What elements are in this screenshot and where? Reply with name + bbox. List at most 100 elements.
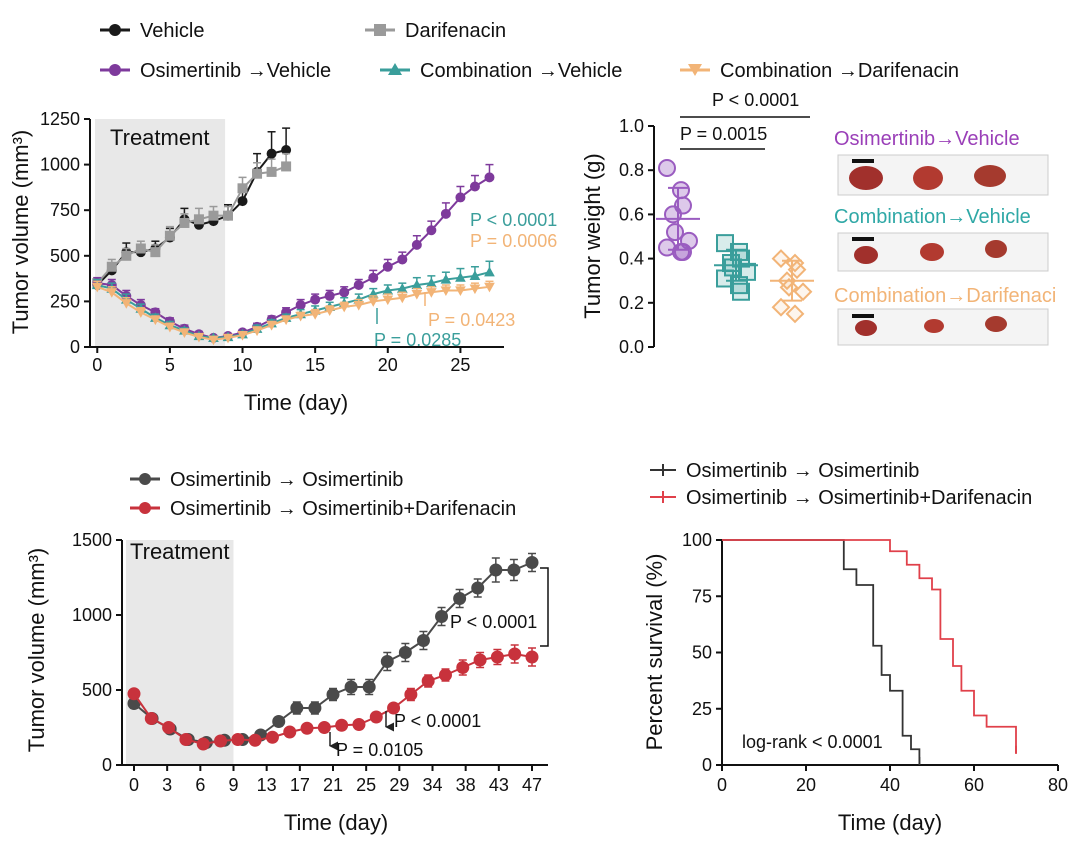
data-point: [266, 148, 277, 159]
data-point: [421, 674, 435, 688]
x-tick-label: 17: [290, 775, 310, 795]
x-tick-label: 10: [233, 355, 253, 375]
data-point: [309, 310, 321, 320]
data-point: [716, 269, 734, 288]
data-point: [280, 315, 292, 326]
data-point: [367, 297, 379, 307]
y-axis-title: Tumor volume (mm³): [8, 130, 33, 335]
y-tick-label: 1500: [72, 530, 112, 550]
axes: 0 500 1000 1500 0 3 6 9 13 17 21 25 29 34 38 43 47: [72, 530, 548, 795]
p-value-day19: P = 0.0285: [374, 330, 461, 350]
y-tick-label: 0: [102, 755, 112, 775]
data-point: [266, 166, 277, 177]
y-tick-label: 1000: [40, 155, 80, 175]
data-point: [455, 272, 466, 282]
y-tick-label: 500: [82, 680, 112, 700]
y-tick-label: 50: [692, 643, 712, 663]
treatment-label: Treatment: [130, 539, 229, 564]
data-point: [490, 650, 504, 664]
survival-curve: [722, 539, 921, 765]
data-point: [380, 655, 394, 668]
treatment-label: Treatment: [110, 125, 209, 150]
data-point: [469, 270, 481, 280]
x-tick-label: 60: [964, 775, 984, 795]
comparison-label-1: P < 0.0001: [712, 90, 799, 110]
data-point: [300, 721, 314, 735]
legend-label-darifenacin: Darifenacin: [405, 20, 506, 42]
data-point: [339, 287, 350, 298]
data-point: [150, 315, 161, 326]
legend-label-osimertinib-vehicle: Osimertinib →Vehicle: [140, 60, 331, 82]
x-tick-label: 20: [378, 355, 398, 375]
data-point: [208, 335, 219, 346]
data-point: [251, 326, 263, 337]
x-tick-label: 40: [880, 775, 900, 795]
data-point: [310, 294, 321, 305]
series-line: [96, 285, 490, 341]
data-point: [771, 297, 791, 317]
x-tick-label: 25: [356, 775, 376, 795]
x-axis-title: Time (day): [838, 810, 942, 835]
treatment-shade: [126, 540, 234, 765]
y-tick-label: 1000: [72, 605, 112, 625]
data-point: [326, 688, 340, 701]
data-point: [411, 290, 423, 300]
log-rank-label: log-rank < 0.0001: [742, 732, 883, 752]
x-tick-label: 38: [456, 775, 476, 795]
x-tick-label: 29: [389, 775, 409, 795]
data-point: [179, 328, 190, 338]
data-point: [352, 718, 366, 731]
series-osimertinib-osimertinib-darifenacin: [127, 644, 539, 751]
axes: 0 250 500 750 1000 1250 0 5 10 15 20 25: [40, 109, 504, 375]
y-tick-label: 0.4: [619, 249, 644, 269]
data-point: [489, 563, 503, 577]
series-layer: [722, 539, 1017, 765]
data-point: [208, 210, 219, 221]
p-value-combination-darifenacin: P = 0.0006: [470, 231, 557, 251]
data-point: [237, 196, 248, 207]
y-tick-label: 1.0: [619, 116, 644, 136]
data-point: [106, 261, 117, 272]
legend-item-surv-osi-dari: Osimertinib → Osimertinib+Darifenacin: [650, 487, 1032, 509]
y-tick-label: 0: [70, 337, 80, 357]
data-point: [106, 288, 118, 298]
data-point: [223, 210, 233, 221]
series-osimertinib-osimertinib: [127, 552, 539, 749]
y-tick-label: 25: [692, 699, 712, 719]
y-tick-label: 0.2: [619, 293, 644, 313]
panel-b-tumor-weight-chart: 0.0 0.2 0.4 0.6 0.8 1.0 Tumor weight (g) P < …: [580, 90, 814, 357]
comparison-label-2: P = 0.0015: [680, 124, 767, 144]
data-point: [785, 304, 805, 324]
data-point: [164, 230, 175, 241]
data-point: [469, 181, 480, 192]
x-tick-label: 5: [165, 355, 175, 375]
legend-label-combination-vehicle: Combination →Vehicle: [420, 60, 622, 82]
y-tick-label: 100: [682, 530, 712, 550]
x-tick-label: 15: [305, 355, 325, 375]
y-tick-label: 500: [50, 246, 80, 266]
data-point: [248, 733, 262, 747]
data-point: [127, 687, 141, 701]
y-tick-label: 0.6: [619, 204, 644, 224]
data-point: [440, 286, 452, 296]
panel-c-tumor-volume-chart: Treatment 0 500 1000 1500 0 3 6 9 13 17 21 25 29 34 38…: [24, 530, 549, 835]
data-point: [507, 563, 521, 577]
data-point: [281, 161, 292, 172]
data-point: [317, 721, 331, 734]
data-point: [290, 701, 304, 715]
legend-label-osi-osi-dari: Osimertinib → Osimertinib+Darifenacin: [170, 498, 516, 520]
data-point: [525, 650, 539, 664]
axes: 0.0 0.2 0.4 0.6 0.8 1.0: [619, 116, 655, 357]
series-osimertinib-osimertinib: [722, 539, 921, 765]
data-point: [435, 610, 449, 623]
photo-label-combination-darifenacin: Combination→Darifenaci: [834, 285, 1056, 307]
data-point: [324, 306, 336, 317]
legend-label-surv-osi: Osimertinib → Osimertinib: [686, 460, 919, 482]
legend-item-combination-darifenacin: Combination →Darifenacin: [680, 60, 959, 82]
data-point: [396, 293, 408, 304]
panel-a-tumor-volume-chart: Treatment 0 250 500 750 1000 1250 0 5 10 15 20 25 T…: [8, 109, 557, 415]
tumor-photos: Osimertinib→Vehicle Combination→Vehicle …: [834, 128, 1056, 346]
data-point: [484, 282, 495, 293]
data-point: [252, 168, 263, 179]
